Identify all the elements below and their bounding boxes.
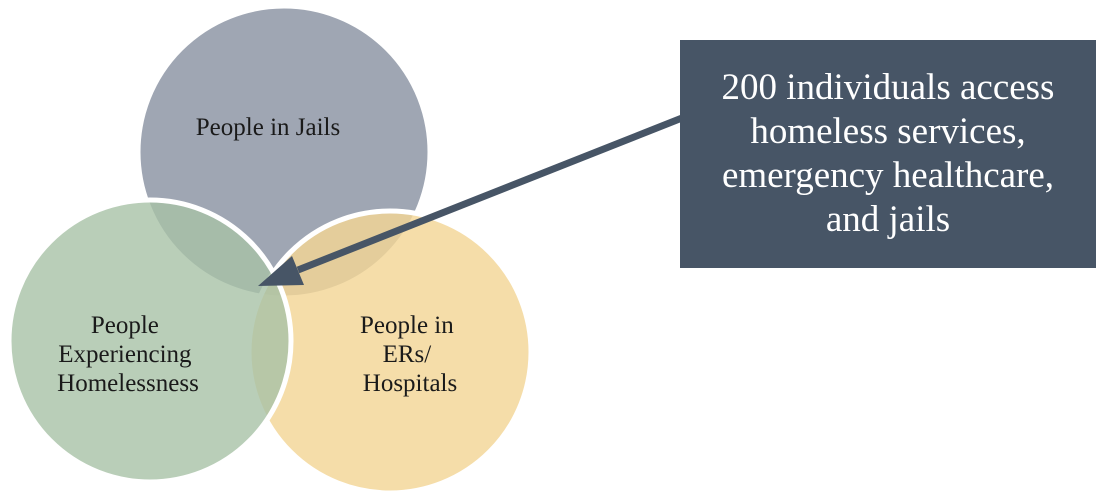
arrow-shaft xyxy=(296,114,684,274)
homeless-label-line: Homelessness xyxy=(57,370,199,397)
jails-label: People in Jails xyxy=(196,114,340,141)
hospitals-label: People in ERs/ Hospitals xyxy=(360,312,460,397)
callout-text: 200 individuals access homeless services… xyxy=(721,67,1055,240)
callout-box: 200 individuals access homeless services… xyxy=(680,40,1096,268)
hospitals-label-line: ERs/ xyxy=(383,341,432,368)
arrow-head xyxy=(258,256,304,286)
homeless-label-line: Experiencing xyxy=(58,341,192,368)
hospitals-label-line: People in xyxy=(360,312,454,339)
jails-label-line: People in Jails xyxy=(196,114,340,141)
homeless-label-line: People xyxy=(91,312,159,339)
hospitals-label-line: Hospitals xyxy=(363,370,457,397)
homeless-circle xyxy=(6,197,294,485)
homeless-label: People Experiencing Homelessness xyxy=(57,312,199,397)
